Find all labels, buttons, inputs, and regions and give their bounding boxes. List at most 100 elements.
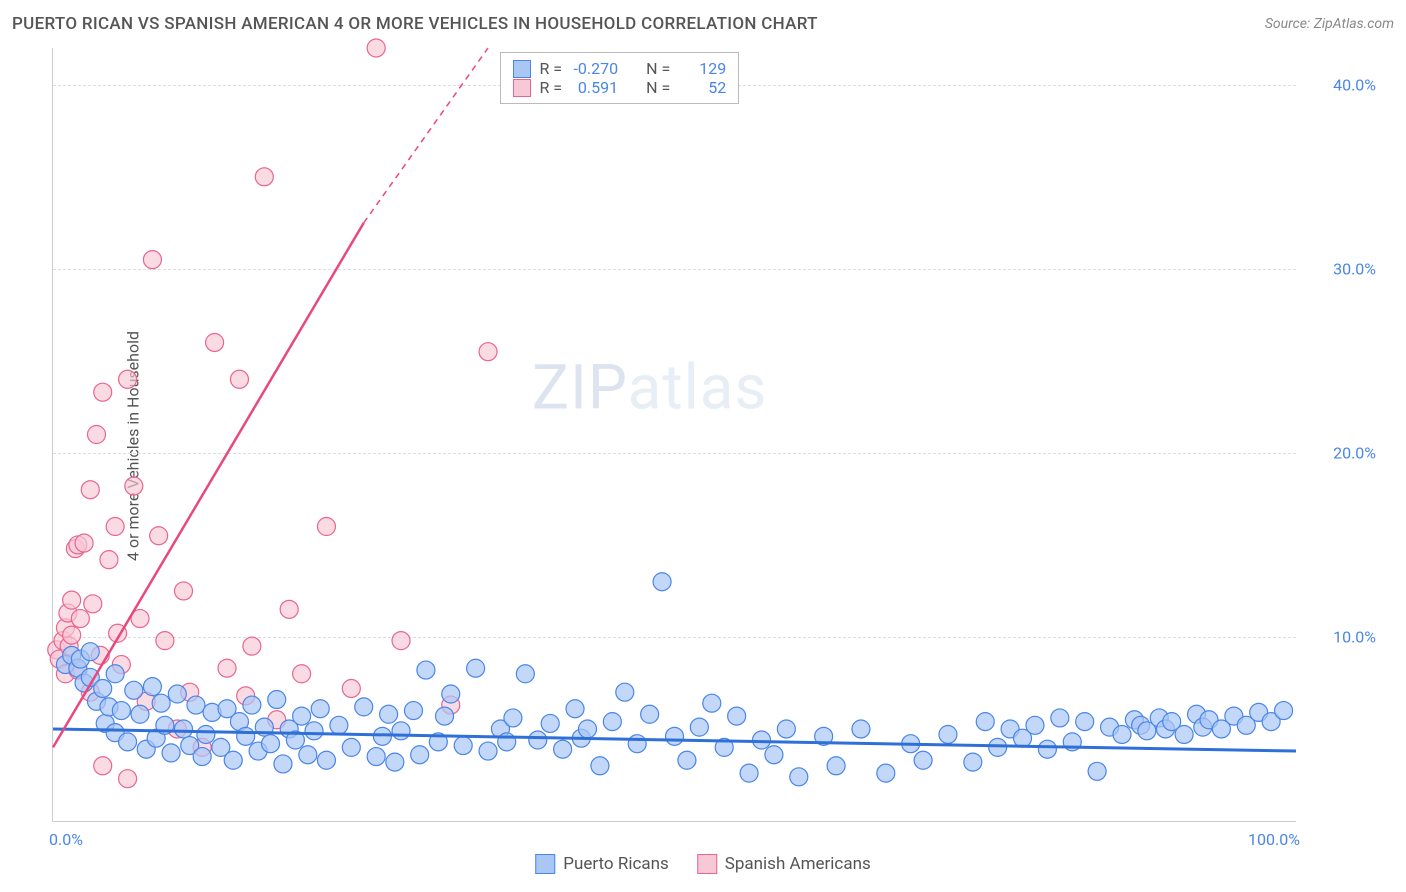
legend-item-blue: Puerto Ricans bbox=[535, 854, 669, 874]
scatter-point-blue bbox=[827, 757, 845, 775]
scatter-point-pink bbox=[218, 659, 236, 677]
scatter-point-blue bbox=[262, 735, 280, 753]
scatter-point-blue bbox=[392, 722, 410, 740]
scatter-point-blue bbox=[237, 727, 255, 745]
scatter-point-blue bbox=[152, 694, 170, 712]
legend-swatch-pink bbox=[697, 854, 717, 874]
scatter-point-pink bbox=[367, 39, 385, 57]
scatter-point-blue bbox=[1113, 725, 1131, 743]
scatter-point-blue bbox=[690, 718, 708, 736]
scatter-point-pink bbox=[63, 591, 81, 609]
scatter-point-pink bbox=[125, 477, 143, 495]
scatter-point-blue bbox=[125, 681, 143, 699]
scatter-point-blue bbox=[342, 738, 360, 756]
x-tick-label: 100.0% bbox=[1248, 830, 1300, 849]
scatter-point-blue bbox=[311, 700, 329, 718]
scatter-point-blue bbox=[131, 705, 149, 723]
scatter-point-blue bbox=[404, 702, 422, 720]
scatter-point-blue bbox=[467, 659, 485, 677]
scatter-point-blue bbox=[678, 751, 696, 769]
scatter-point-blue bbox=[1076, 713, 1094, 731]
y-tick-label: 40.0% bbox=[1306, 75, 1376, 94]
trend-line-pink-dashed bbox=[364, 48, 488, 223]
scatter-point-pink bbox=[119, 370, 137, 388]
scatter-point-blue bbox=[852, 720, 870, 738]
scatter-point-blue bbox=[790, 768, 808, 786]
scatter-point-blue bbox=[989, 738, 1007, 756]
legend-label-pink: Spanish Americans bbox=[725, 854, 871, 874]
scatter-point-pink bbox=[75, 534, 93, 552]
scatter-point-blue bbox=[976, 713, 994, 731]
scatter-point-pink bbox=[88, 426, 106, 444]
scatter-point-blue bbox=[877, 764, 895, 782]
scatter-point-pink bbox=[255, 168, 273, 186]
n-value-pink: 52 bbox=[678, 78, 726, 97]
legend-swatch-pink bbox=[513, 79, 531, 97]
scatter-point-pink bbox=[342, 679, 360, 697]
stats-row-pink: R = 0.591 N = 52 bbox=[513, 78, 726, 97]
x-tick-label: 0.0% bbox=[49, 830, 83, 849]
scatter-point-blue bbox=[355, 698, 373, 716]
scatter-point-blue bbox=[1026, 716, 1044, 734]
scatter-point-blue bbox=[554, 740, 572, 758]
scatter-point-pink bbox=[206, 333, 224, 351]
n-label: N = bbox=[646, 78, 670, 97]
n-value-blue: 129 bbox=[678, 59, 726, 78]
scatter-point-blue bbox=[162, 744, 180, 762]
scatter-point-pink bbox=[243, 637, 261, 655]
legend-label-blue: Puerto Ricans bbox=[563, 854, 669, 874]
stats-row-blue: R = -0.270 N = 129 bbox=[513, 59, 726, 78]
scatter-point-pink bbox=[94, 383, 112, 401]
scatter-point-blue bbox=[175, 720, 193, 738]
scatter-point-blue bbox=[330, 716, 348, 734]
scatter-point-pink bbox=[81, 481, 99, 499]
legend-swatch-blue bbox=[513, 60, 531, 78]
scatter-point-pink bbox=[230, 370, 248, 388]
scatter-point-blue bbox=[112, 702, 130, 720]
legend-swatch-blue bbox=[535, 854, 555, 874]
scatter-point-blue bbox=[566, 700, 584, 718]
scatter-point-blue bbox=[653, 573, 671, 591]
scatter-point-blue bbox=[293, 707, 311, 725]
scatter-point-blue bbox=[628, 735, 646, 753]
scatter-point-blue bbox=[777, 720, 795, 738]
scatter-point-blue bbox=[274, 755, 292, 773]
scatter-point-blue bbox=[740, 764, 758, 782]
scatter-point-pink bbox=[71, 610, 89, 628]
scatter-point-blue bbox=[641, 705, 659, 723]
chart-title: PUERTO RICAN VS SPANISH AMERICAN 4 OR MO… bbox=[12, 14, 818, 34]
scatter-point-blue bbox=[243, 696, 261, 714]
scatter-point-blue bbox=[578, 720, 596, 738]
scatter-point-blue bbox=[94, 679, 112, 697]
scatter-point-blue bbox=[516, 665, 534, 683]
scatter-point-pink bbox=[293, 665, 311, 683]
scatter-point-pink bbox=[392, 632, 410, 650]
scatter-plot: ZIPatlas R = -0.270 N = 129 R = 0.591 N … bbox=[52, 48, 1296, 822]
scatter-point-blue bbox=[591, 757, 609, 775]
scatter-point-blue bbox=[436, 707, 454, 725]
scatter-point-pink bbox=[106, 518, 124, 536]
bottom-legend: Puerto Ricans Spanish Americans bbox=[535, 854, 871, 874]
scatter-point-blue bbox=[187, 696, 205, 714]
trend-line-pink bbox=[53, 223, 364, 748]
scatter-point-blue bbox=[1275, 702, 1293, 720]
scatter-point-blue bbox=[728, 707, 746, 725]
scatter-point-blue bbox=[299, 746, 317, 764]
scatter-point-blue bbox=[193, 748, 211, 766]
scatter-point-blue bbox=[603, 713, 621, 731]
scatter-point-pink bbox=[63, 626, 81, 644]
scatter-point-pink bbox=[280, 600, 298, 618]
scatter-point-pink bbox=[175, 582, 193, 600]
scatter-point-blue bbox=[106, 665, 124, 683]
scatter-point-pink bbox=[479, 343, 497, 361]
scatter-point-blue bbox=[1175, 725, 1193, 743]
r-label: R = bbox=[539, 78, 562, 97]
scatter-point-pink bbox=[84, 595, 102, 613]
scatter-point-blue bbox=[268, 691, 286, 709]
scatter-point-blue bbox=[703, 694, 721, 712]
scatter-point-blue bbox=[143, 678, 161, 696]
r-value-pink: 0.591 bbox=[570, 78, 618, 97]
scatter-point-blue bbox=[119, 733, 137, 751]
scatter-point-blue bbox=[1038, 740, 1056, 758]
r-value-blue: -0.270 bbox=[570, 59, 618, 78]
